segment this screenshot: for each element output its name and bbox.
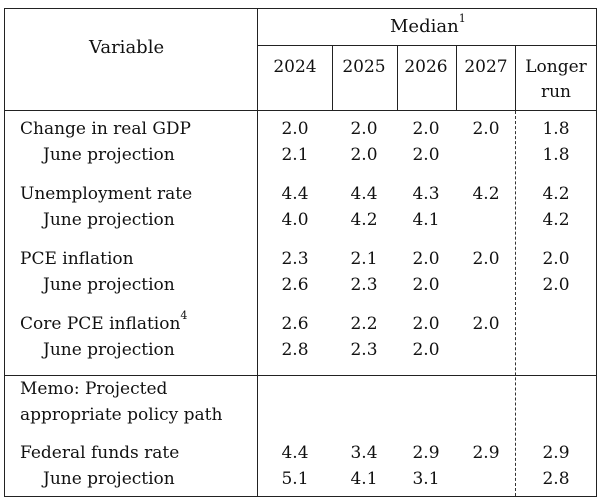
row-label-text: June projection [43,469,175,489]
value-cell: 2.0 [350,145,378,165]
row-label-text: Federal funds rate [20,443,180,463]
year-divider-4 [515,45,516,111]
row-label: PCE inflation [20,249,134,269]
row-label-text: June projection [43,210,175,230]
row-label-text: PCE inflation [20,249,134,269]
median-underline [257,45,597,46]
row-label: Unemployment rate [20,184,192,204]
value-cell: 2.6 [281,275,309,295]
year-divider-1 [332,45,333,111]
value-cell: 4.4 [281,443,309,463]
value-cell: 2.1 [350,249,378,269]
value-cell: 2.6 [281,314,309,334]
value-cell: 4.1 [412,210,440,230]
left-border [4,8,5,497]
row-label-june-projection: June projection [43,340,175,360]
longer-run-value-cell: 4.2 [542,210,570,230]
value-cell: 2.0 [350,119,378,139]
value-cell: 2.2 [350,314,378,334]
longer-run-value-cell: 4.2 [542,184,570,204]
longer-run-value-cell: 2.8 [542,469,570,489]
value-cell: 3.4 [350,443,378,463]
value-cell: 4.4 [281,184,309,204]
longer-run-dashed-divider [515,111,516,496]
row-label-text: June projection [43,340,175,360]
value-cell: 2.3 [350,275,378,295]
row-label-text: Core PCE inflation [20,314,181,334]
year-header-2024: 2024 [273,57,317,77]
row-label: Core PCE inflation4 [20,310,187,334]
value-cell: 2.0 [412,275,440,295]
value-cell: 2.0 [472,249,500,269]
value-cell: 2.0 [412,145,440,165]
memo-line-2: appropriate policy path [20,405,223,425]
value-cell: 2.0 [472,314,500,334]
footnote-marker: 4 [180,309,188,323]
value-cell: 2.0 [412,340,440,360]
median-footnote-marker: 1 [458,12,466,25]
row-label: Federal funds rate [20,443,179,463]
year-divider-3 [456,45,457,111]
value-cell: 4.3 [412,184,440,204]
value-cell: 4.4 [350,184,378,204]
row-label-text: June projection [43,145,175,165]
value-cell: 4.0 [281,210,309,230]
header-bottom-rule [4,110,597,111]
row-label-june-projection: June projection [43,210,175,230]
bottom-border [4,496,597,497]
longer-run-value-cell: 1.8 [542,119,570,139]
value-cell: 2.0 [412,249,440,269]
year-header-2027: 2027 [464,57,508,77]
value-cell: 2.0 [472,119,500,139]
variable-header: Variable [89,37,165,58]
value-cell: 2.9 [472,443,500,463]
value-cell: 2.3 [350,340,378,360]
value-cell: 2.0 [412,314,440,334]
value-cell: 2.0 [281,119,309,139]
row-label-june-projection: June projection [43,275,175,295]
value-cell: 2.1 [281,145,309,165]
longer-run-value-cell: 2.9 [542,443,570,463]
value-cell: 2.0 [412,119,440,139]
variable-column-divider [257,8,258,497]
longer-run-value-cell: 2.0 [542,275,570,295]
longer-run-value-cell: 1.8 [542,145,570,165]
top-border [4,8,597,9]
value-cell: 4.2 [350,210,378,230]
memo-line-1: Memo: Projected [20,379,168,399]
value-cell: 4.2 [472,184,500,204]
longer-run-value-cell: 2.0 [542,249,570,269]
row-label-text: June projection [43,275,175,295]
row-label-text: Unemployment rate [20,184,193,204]
value-cell: 2.9 [412,443,440,463]
longer-run-header-line1: Longer [525,57,587,77]
value-cell: 4.1 [350,469,378,489]
row-label-june-projection: June projection [43,145,175,165]
row-label-text: Change in real GDP [20,119,191,139]
value-cell: 2.3 [281,249,309,269]
projections-table: Variable Median1 2024 2025 2026 2027 Lon… [4,8,597,497]
row-label: Change in real GDP [20,119,191,139]
year-header-2026: 2026 [404,57,448,77]
value-cell: 5.1 [281,469,309,489]
median-header: Median1 [390,12,466,37]
year-header-2025: 2025 [342,57,386,77]
row-label-june-projection: June projection [43,469,175,489]
value-cell: 3.1 [412,469,440,489]
value-cell: 2.8 [281,340,309,360]
right-border [596,8,597,497]
year-divider-2 [397,45,398,111]
memo-top-rule [4,375,597,376]
longer-run-header-line2: run [540,82,572,102]
